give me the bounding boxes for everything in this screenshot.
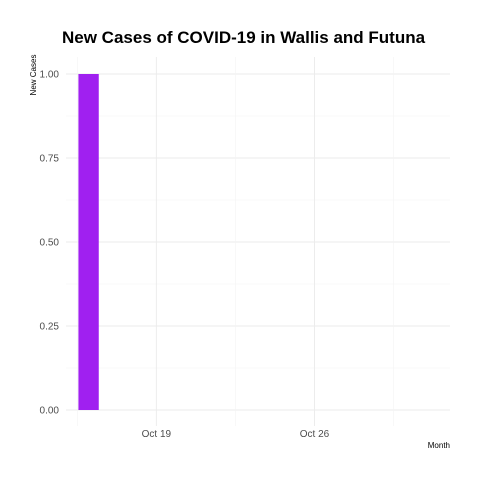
y-tick-label: 0.00 [40, 406, 60, 417]
y-tick-label: 0.75 [40, 154, 60, 165]
y-tick-label: 0.25 [40, 322, 60, 333]
y-tick-label: 1.00 [40, 70, 60, 81]
grid [66, 57, 450, 426]
tick-labels: 0.00 0.25 0.50 0.75 1.00 Oct 19 Oct 26 [40, 70, 330, 441]
x-tick-label: Oct 19 [142, 429, 172, 440]
x-tick-label: Oct 26 [300, 429, 330, 440]
bars [78, 74, 99, 410]
x-axis-title: Month [428, 441, 450, 450]
y-tick-label: 0.50 [40, 238, 60, 249]
chart-title: New Cases of COVID-19 in Wallis and Futu… [62, 28, 426, 47]
bar [78, 74, 99, 410]
y-axis-title: New Cases [29, 55, 38, 96]
